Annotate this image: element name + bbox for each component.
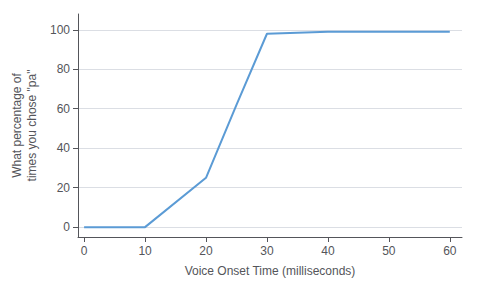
- svg-text:0: 0: [63, 220, 70, 234]
- svg-text:60: 60: [443, 244, 457, 258]
- svg-text:30: 30: [260, 244, 274, 258]
- svg-text:100: 100: [50, 23, 70, 37]
- svg-text:0: 0: [81, 244, 88, 258]
- svg-text:60: 60: [57, 102, 71, 116]
- svg-text:10: 10: [138, 244, 152, 258]
- svg-text:What percentage of: What percentage of: [10, 72, 24, 177]
- svg-text:40: 40: [321, 244, 335, 258]
- svg-text:Voice Onset Time (milliseconds: Voice Onset Time (milliseconds): [185, 264, 356, 278]
- svg-text:20: 20: [199, 244, 213, 258]
- svg-text:50: 50: [382, 244, 396, 258]
- svg-text:80: 80: [57, 62, 71, 76]
- svg-text:40: 40: [57, 141, 71, 155]
- svg-text:20: 20: [57, 181, 71, 195]
- svg-text:times you chose "pa": times you chose "pa": [25, 70, 39, 182]
